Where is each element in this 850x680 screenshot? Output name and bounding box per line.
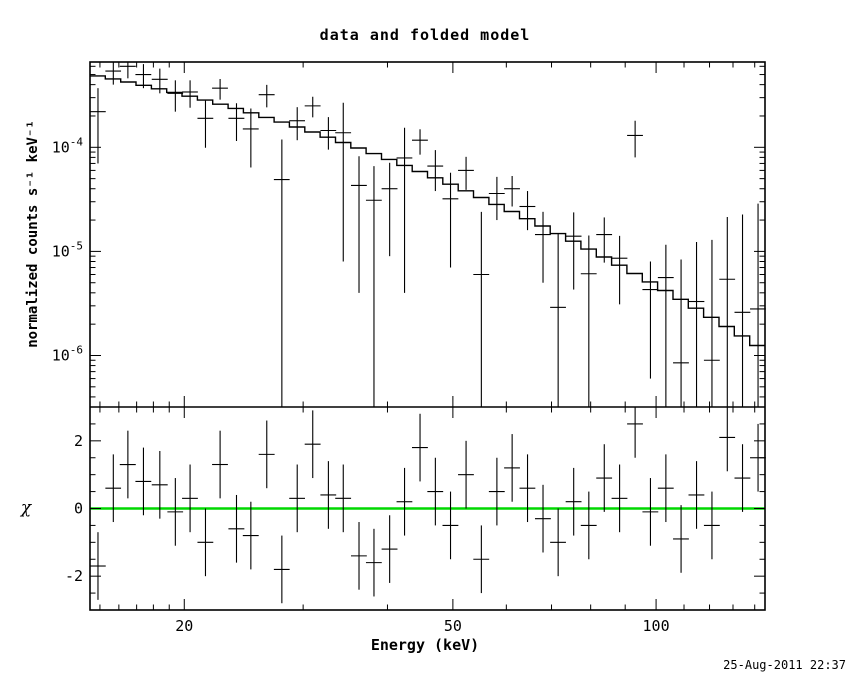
svg-text:50: 50 <box>444 617 462 635</box>
model-step-line <box>90 75 765 347</box>
svg-text:100: 100 <box>643 617 670 635</box>
svg-text:10-4: 10-4 <box>52 135 84 156</box>
svg-text:10-6: 10-6 <box>52 343 83 364</box>
timestamp: 25-Aug-2011 22:37 <box>723 658 846 672</box>
axis-ticks <box>90 62 765 610</box>
svg-text:-2: -2 <box>65 567 83 585</box>
tick-labels: 20 50 100 10-4 10-5 10-6 -2 0 2 <box>52 135 670 635</box>
top-y-axis-label: normalized counts s⁻¹ keV⁻¹ <box>25 120 41 348</box>
svg-text:2: 2 <box>74 432 83 450</box>
svg-text:10-5: 10-5 <box>52 239 83 260</box>
residual-error-bars-bottom <box>90 407 766 604</box>
svg-text:0: 0 <box>74 500 83 518</box>
bottom-y-axis-label: χ <box>20 498 32 518</box>
plot-title: data and folded model <box>319 26 531 44</box>
svg-text:20: 20 <box>175 617 193 635</box>
axes <box>89 61 766 611</box>
data-error-bars-top <box>90 62 766 407</box>
x-axis-label: Energy (keV) <box>370 636 480 654</box>
